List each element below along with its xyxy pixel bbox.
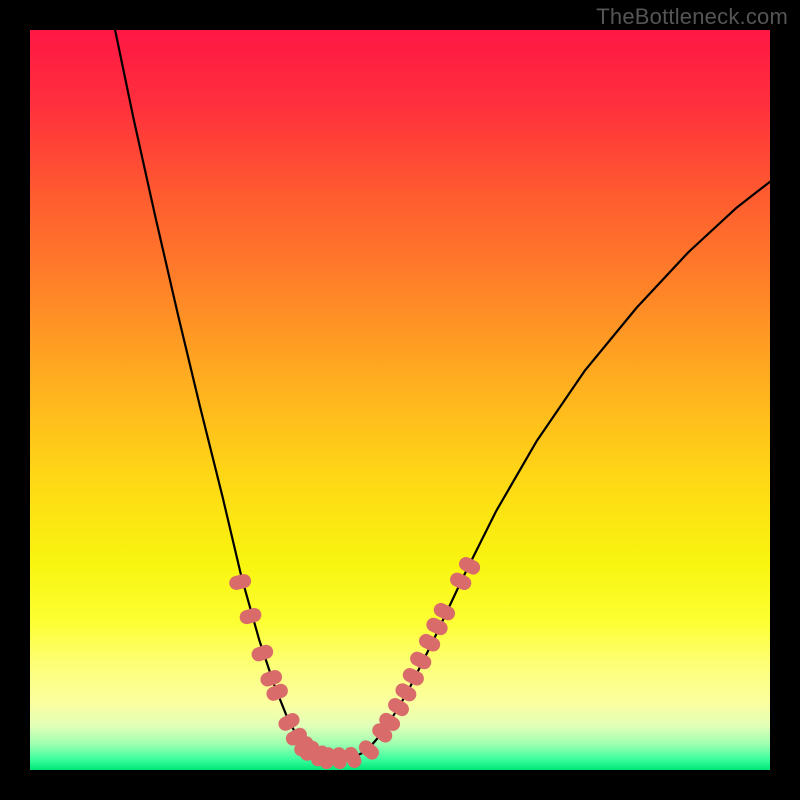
chart-frame: TheBottleneck.com: [0, 0, 800, 800]
watermark-text: TheBottleneck.com: [596, 4, 788, 30]
bottleneck-chart: [0, 0, 800, 800]
plot-background: [30, 30, 770, 770]
